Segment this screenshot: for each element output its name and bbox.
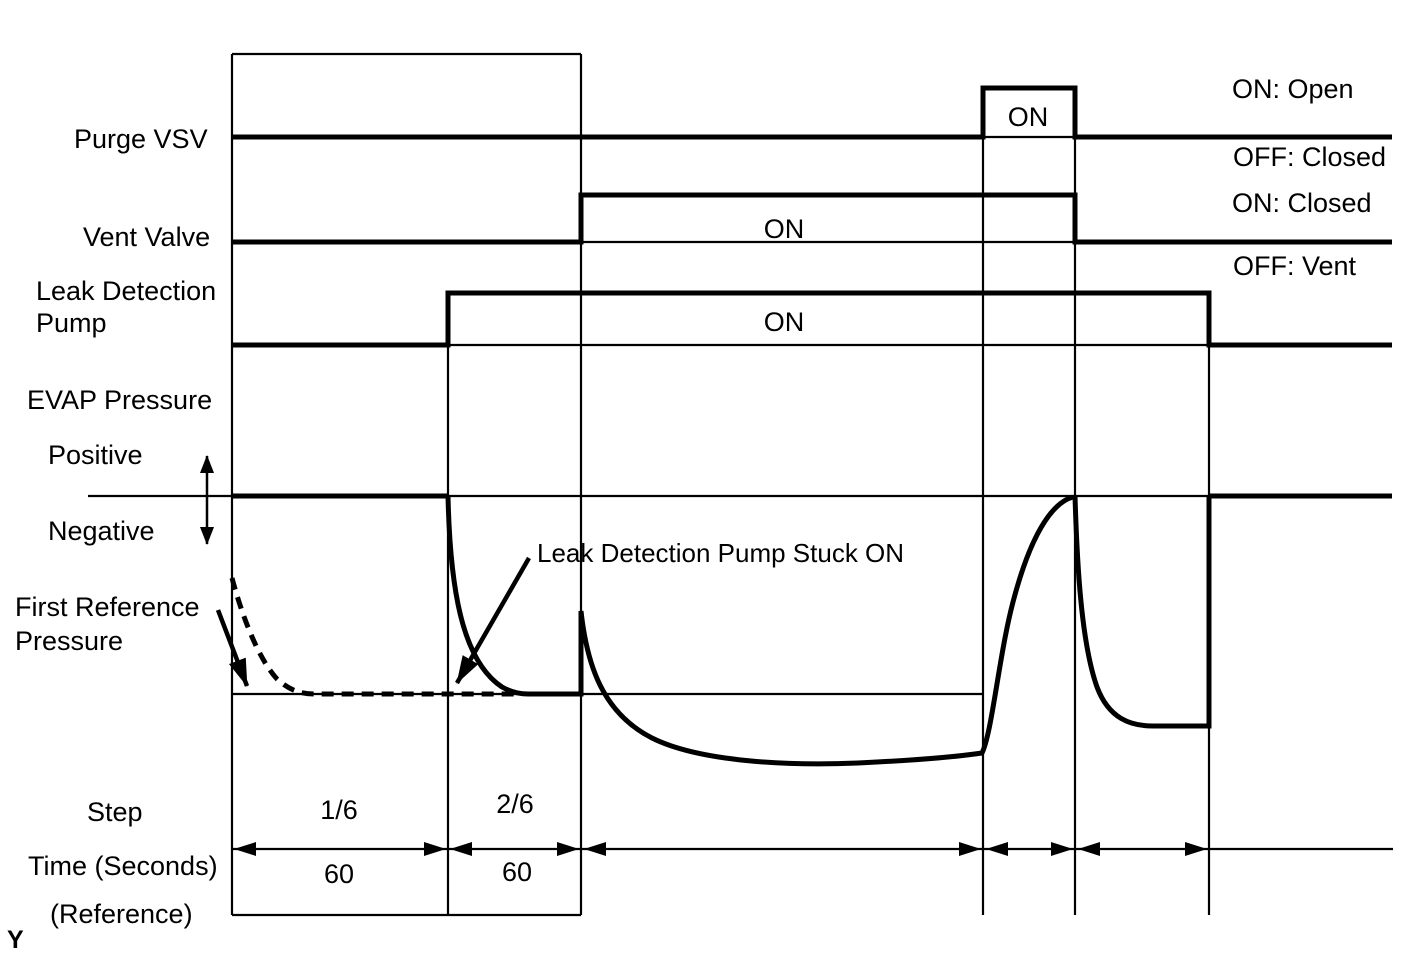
- step-label: Step: [87, 797, 143, 827]
- leak-detection-pump-label-line2: Pump: [36, 308, 107, 338]
- time-1-value: 60: [323, 859, 355, 889]
- purge-vsv-waveform: [232, 85, 1392, 140]
- corner-mark: Y: [7, 926, 24, 954]
- first-reference-label-line2: Pressure: [15, 626, 124, 656]
- first-reference-arrow: [215, 609, 250, 687]
- first-reference-label-line1: First Reference: [15, 592, 200, 622]
- reference-label: (Reference): [50, 899, 193, 929]
- dimension-arrows: [234, 842, 1207, 856]
- time-2-value: 60: [501, 857, 533, 887]
- legend-purge-off: OFF: Closed: [1233, 142, 1387, 172]
- legend-purge-on: ON: Open: [1232, 74, 1354, 104]
- grid-lines: [88, 52, 1393, 917]
- purge-vsv-label: Purge VSV: [74, 124, 208, 154]
- stuck-on-arrow: [455, 556, 531, 685]
- legend-vent-on: ON: Closed: [1232, 188, 1372, 218]
- vent-valve-waveform: [232, 192, 1392, 245]
- vent-valve-label: Vent Valve: [83, 222, 211, 252]
- stuck-on-annotation: Leak Detection Pump Stuck ON: [537, 538, 905, 568]
- positive-label: Positive: [48, 440, 143, 470]
- first-reference-dashed-trace: [229, 577, 520, 697]
- step-2-value: 2/6: [496, 789, 534, 819]
- evap-pressure-trace-second-vacuum: [1072, 495, 1212, 729]
- time-seconds-label: Time (Seconds): [28, 851, 218, 881]
- leak-detection-pump-waveform: [232, 290, 1392, 348]
- purge-vsv-on-label: ON: [1007, 102, 1049, 132]
- leak-detection-pump-label-line1: Leak Detection: [36, 276, 217, 306]
- legend-vent-off: OFF: Vent: [1233, 251, 1357, 281]
- vent-valve-on-label: ON: [763, 214, 805, 244]
- negative-label: Negative: [48, 516, 155, 546]
- leak-detection-pump-on-label: ON: [763, 307, 805, 337]
- evap-pressure-label: EVAP Pressure: [27, 385, 213, 415]
- step-1-value: 1/6: [320, 795, 358, 825]
- evap-pressure-trace-main: [445, 494, 1074, 767]
